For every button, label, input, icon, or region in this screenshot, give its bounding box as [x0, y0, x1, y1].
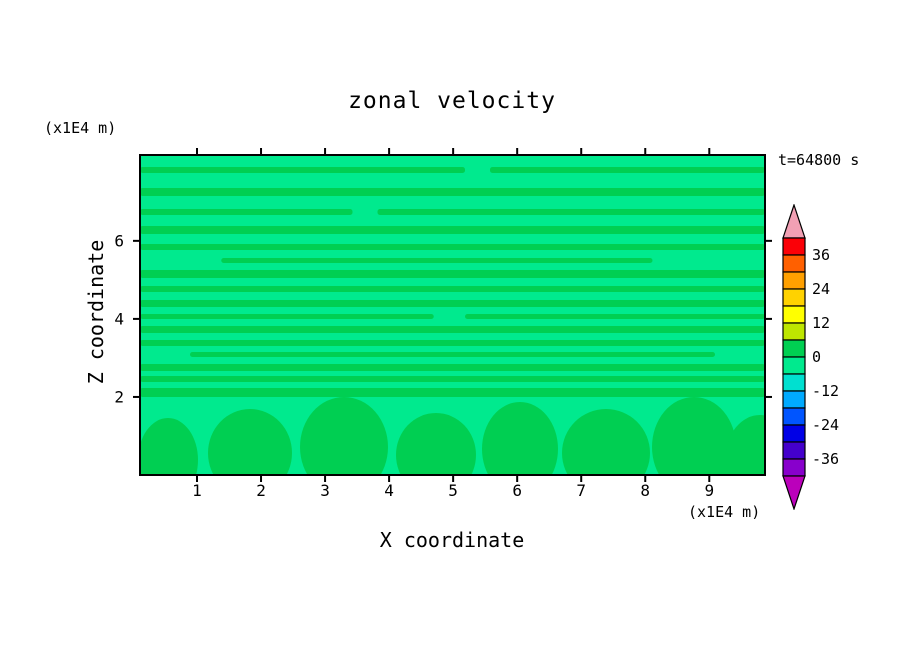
contour-plot: [133, 148, 772, 482]
field-band: [140, 340, 765, 346]
chart-title: zonal velocity: [348, 88, 556, 114]
field-cell: [562, 409, 650, 475]
colorbar-tick-label: 0: [812, 348, 822, 366]
field-cell: [652, 397, 736, 475]
colorbar-segment: [782, 458, 806, 477]
colorbar-segment: [782, 390, 806, 409]
x-tick-label: 3: [320, 481, 330, 500]
colorbar-segment: [782, 305, 806, 324]
x-tick-label: 5: [448, 481, 458, 500]
colorbar-tick-label: 36: [812, 246, 831, 264]
field-cell: [300, 397, 388, 475]
colorbar-segment: [782, 441, 806, 460]
field-band: [140, 209, 353, 215]
field-band: [221, 258, 653, 263]
y-axis-unit-label: (x1E4 m): [44, 119, 117, 137]
field-band: [140, 244, 765, 250]
field-band: [140, 364, 765, 371]
colorbar-segment: [782, 339, 806, 358]
field-band: [140, 188, 765, 196]
field-cell: [726, 415, 765, 475]
colorbar-tick-label: -12: [812, 382, 840, 400]
field-cell: [396, 413, 476, 475]
x-tick-label: 7: [576, 481, 587, 500]
field-band: [465, 314, 765, 319]
field-band: [140, 270, 765, 278]
x-tick-label: 1: [192, 481, 202, 500]
colorbar-arrow-bottom: [782, 475, 806, 510]
y-tick-label: 4: [114, 309, 124, 329]
field-band: [140, 167, 465, 173]
colorbar-tick-label: 24: [812, 280, 831, 298]
field-cell: [140, 418, 198, 475]
colorbar-arrow-top: [782, 204, 806, 239]
field-band: [190, 352, 715, 357]
colorbar: [782, 204, 806, 510]
field-band: [140, 376, 765, 382]
x-axis-title: X coordinate: [379, 528, 525, 552]
colorbar-segment: [782, 407, 806, 426]
colorbar-tick-label: 12: [812, 314, 831, 332]
colorbar-segment: [782, 237, 806, 256]
x-tick-label: 6: [512, 481, 522, 500]
field-cell: [208, 409, 292, 475]
x-axis-unit-label: (x1E4 m): [688, 503, 761, 521]
colorbar-segment: [782, 271, 806, 290]
x-tick-label: 9: [704, 481, 715, 500]
x-tick-label: 8: [640, 481, 651, 500]
field-group: [140, 155, 765, 475]
field-band: [490, 167, 765, 173]
field-band: [140, 388, 765, 397]
field-band: [140, 286, 765, 292]
colorbar-segment: [782, 322, 806, 341]
field-band: [377, 209, 765, 215]
colorbar-tick-label: -24: [812, 416, 840, 434]
colorbar-segment: [782, 254, 806, 273]
x-tick-label: 4: [384, 481, 394, 500]
field-band: [140, 300, 765, 307]
field-band: [140, 226, 765, 234]
colorbar-segment: [782, 288, 806, 307]
colorbar-tick-label: -36: [812, 450, 840, 468]
colorbar-segment: [782, 356, 806, 375]
field-band: [140, 314, 434, 319]
field-band: [140, 326, 765, 333]
colorbar-segment: [782, 373, 806, 392]
y-tick-label: 6: [114, 231, 124, 251]
y-tick-label: 2: [114, 387, 124, 407]
field-cell: [482, 402, 558, 475]
time-annotation: t=64800 s: [778, 151, 860, 169]
x-tick-label: 2: [256, 481, 266, 500]
colorbar-segment: [782, 424, 806, 443]
